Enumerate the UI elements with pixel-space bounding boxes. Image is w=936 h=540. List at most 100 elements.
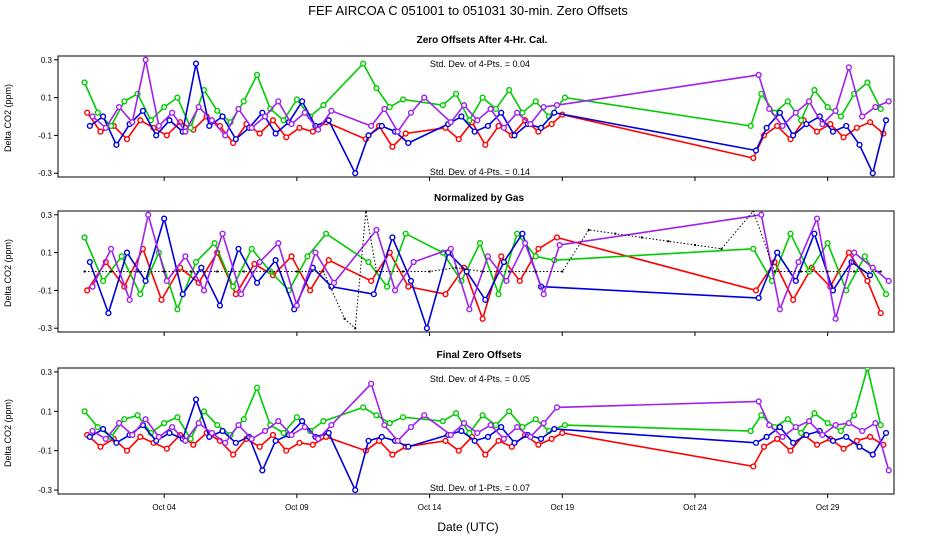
data-point-green bbox=[532, 98, 539, 105]
data-point-normalized bbox=[879, 270, 882, 273]
data-point-green bbox=[94, 423, 101, 431]
data-point-purple bbox=[200, 287, 208, 294]
data-point-green bbox=[81, 79, 88, 86]
data-point-red bbox=[774, 122, 781, 130]
y-tick-label: 0.1 bbox=[41, 249, 53, 258]
data-point-red bbox=[296, 439, 303, 446]
data-point-blue bbox=[471, 437, 478, 444]
plot-area bbox=[81, 56, 892, 177]
data-point-green bbox=[747, 122, 754, 130]
data-point-red bbox=[163, 445, 170, 452]
data-point-green bbox=[280, 117, 287, 124]
data-point-purple bbox=[466, 306, 473, 313]
data-point-red bbox=[137, 433, 144, 441]
data-point-purple bbox=[208, 429, 216, 437]
data-point-purple bbox=[261, 427, 269, 435]
data-point-purple bbox=[813, 215, 821, 222]
data-point-purple bbox=[553, 102, 561, 109]
data-point-purple bbox=[805, 98, 813, 105]
data-point-red bbox=[402, 130, 409, 137]
data-point-green bbox=[811, 86, 818, 94]
data-point-blue bbox=[100, 425, 107, 433]
data-point-blue bbox=[113, 439, 120, 446]
data-point-purple bbox=[540, 420, 547, 427]
y-tick-label: 0.1 bbox=[41, 94, 53, 103]
data-point-green bbox=[758, 90, 765, 97]
data-point-red bbox=[845, 249, 852, 256]
data-point-red bbox=[283, 134, 290, 141]
data-point-purple bbox=[373, 226, 380, 234]
data-point-green bbox=[492, 105, 500, 113]
data-point-blue bbox=[882, 429, 890, 437]
panel-title: Final Zero Offsets bbox=[436, 350, 521, 361]
data-point-blue bbox=[235, 245, 242, 252]
data-point-blue bbox=[792, 277, 799, 285]
data-point-red bbox=[750, 154, 757, 162]
y-tick-label: -0.1 bbox=[38, 447, 52, 456]
data-point-green bbox=[121, 416, 128, 423]
data-point-normalized bbox=[752, 211, 755, 212]
data-point-green bbox=[174, 414, 181, 421]
data-point-green bbox=[214, 107, 221, 114]
data-point-purple bbox=[115, 103, 123, 111]
data-point-green bbox=[365, 258, 372, 266]
data-point-blue bbox=[755, 294, 762, 302]
data-point-purple bbox=[503, 277, 510, 285]
y-tick-label: -0.1 bbox=[38, 131, 52, 140]
data-point-purple bbox=[330, 279, 338, 286]
data-point-purple bbox=[872, 420, 879, 427]
data-point-red bbox=[309, 441, 316, 448]
data-point-normalized bbox=[364, 211, 367, 212]
data-point-green bbox=[240, 416, 247, 423]
panel-final-zero-offsets: Final Zero Offsets Delta CO2 (ppm) Std. … bbox=[3, 350, 895, 512]
data-point-purple bbox=[169, 423, 176, 431]
data-point-red bbox=[269, 431, 277, 439]
data-point-red bbox=[158, 296, 165, 303]
data-point-normalized bbox=[83, 270, 86, 273]
data-point-purple bbox=[142, 416, 149, 423]
data-point-purple bbox=[314, 126, 322, 133]
data-point-red bbox=[455, 447, 462, 454]
data-point-red bbox=[760, 443, 768, 450]
data-point-green bbox=[837, 427, 845, 435]
data-point-blue bbox=[161, 215, 168, 222]
data-point-red bbox=[256, 130, 263, 137]
x-axis-label: Date (UTC) bbox=[437, 520, 498, 534]
data-point-green bbox=[386, 103, 393, 111]
data-point-purple bbox=[126, 296, 133, 303]
data-point-purple bbox=[421, 94, 428, 101]
data-point-purple bbox=[527, 120, 534, 128]
data-point-purple bbox=[328, 107, 335, 114]
data-point-green bbox=[758, 412, 765, 419]
data-point-blue bbox=[869, 170, 876, 177]
data-point-purple bbox=[792, 109, 799, 116]
x-tick-label: Oct 29 bbox=[816, 503, 840, 512]
data-point-red bbox=[482, 141, 489, 148]
data-point-blue bbox=[458, 427, 465, 435]
data-point-purple bbox=[885, 277, 892, 285]
data-point-normalized bbox=[693, 244, 696, 247]
data-point-green bbox=[137, 291, 144, 298]
data-point-blue bbox=[774, 249, 781, 256]
data-point-blue bbox=[179, 291, 186, 298]
data-point-purple bbox=[521, 240, 529, 247]
data-point-blue bbox=[790, 439, 797, 446]
data-point-normalized bbox=[354, 327, 357, 330]
data-point-purple bbox=[819, 431, 826, 439]
data-point-purple bbox=[766, 105, 773, 113]
data-point-blue bbox=[232, 439, 239, 446]
data-point-green bbox=[514, 230, 521, 237]
data-point-purple bbox=[208, 117, 216, 124]
y-tick-label: 0.3 bbox=[41, 211, 53, 220]
data-point-red bbox=[84, 287, 91, 294]
data-point-red bbox=[288, 253, 295, 260]
data-point-blue bbox=[407, 277, 415, 285]
data-point-green bbox=[248, 245, 255, 252]
data-point-green bbox=[386, 420, 393, 427]
plot-frame bbox=[57, 210, 895, 333]
data-point-purple bbox=[102, 435, 109, 442]
data-point-red bbox=[535, 441, 542, 448]
data-point-blue bbox=[139, 107, 147, 114]
data-point-green bbox=[107, 122, 115, 130]
data-point-purple bbox=[407, 109, 415, 116]
